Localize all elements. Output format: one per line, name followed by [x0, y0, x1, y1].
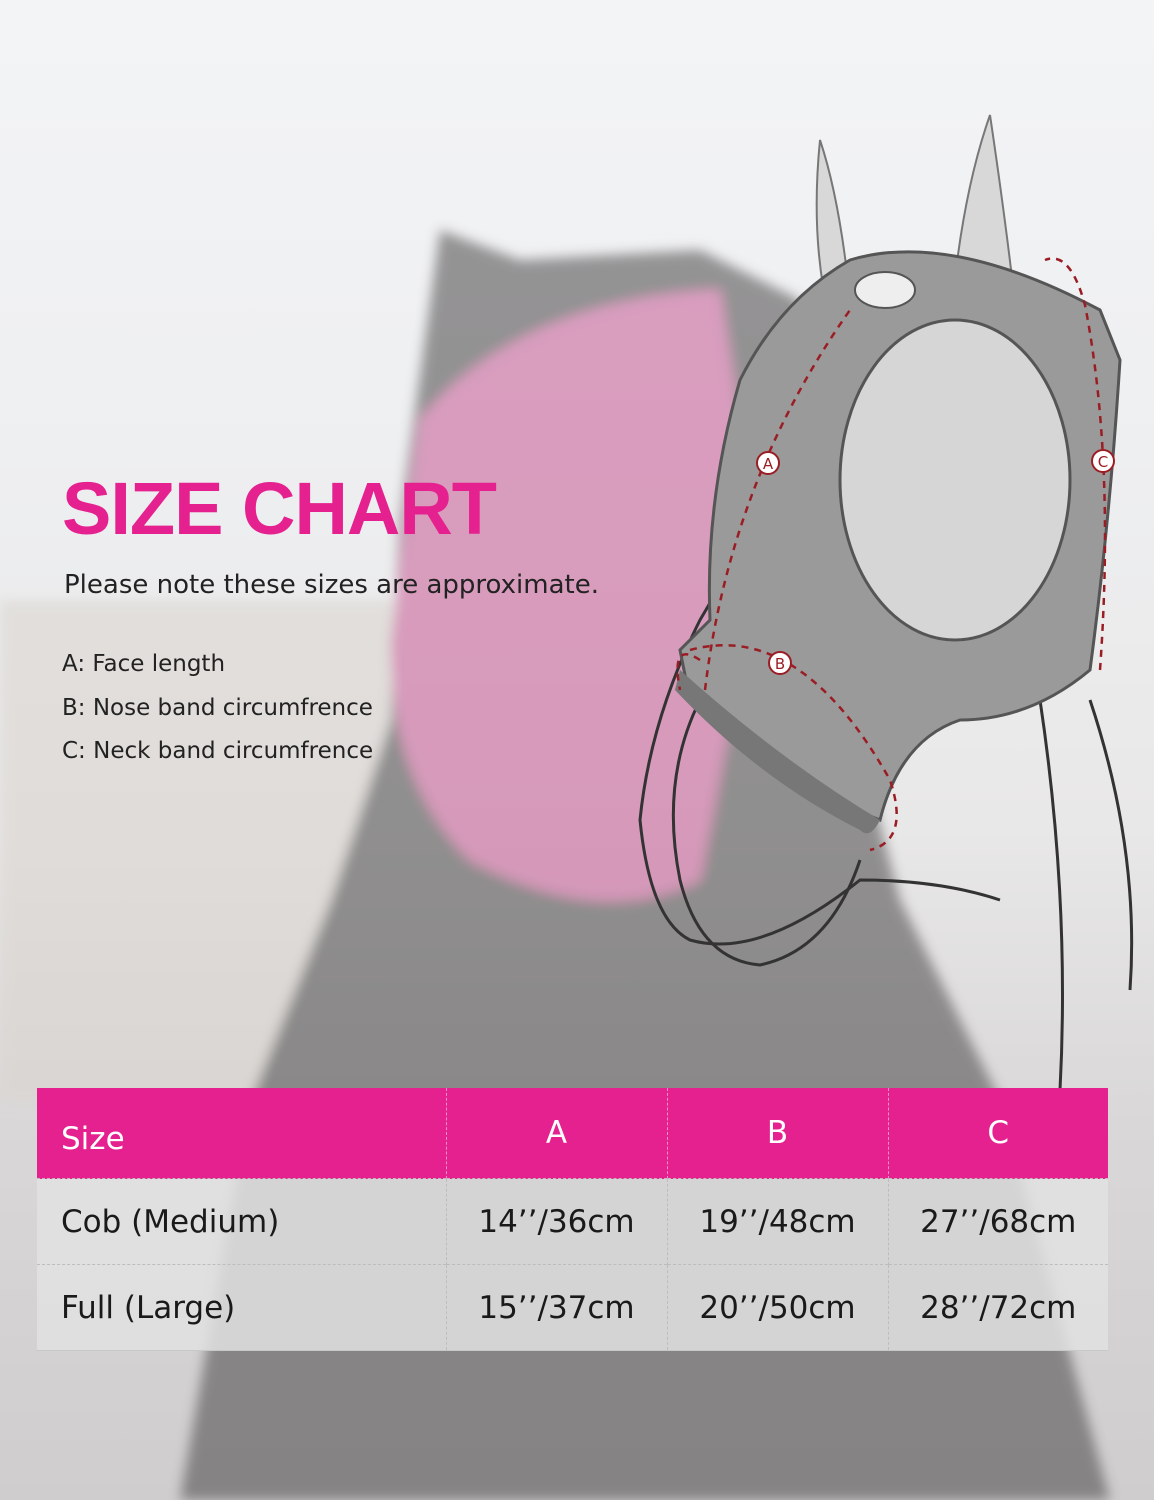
- page-title: SIZE CHART: [62, 467, 497, 550]
- cell-a: 14’’/36cm: [445, 1178, 667, 1265]
- marker-b: B: [768, 651, 792, 675]
- cell-a: 15’’/37cm: [445, 1264, 667, 1351]
- cell-size: Full (Large): [37, 1264, 446, 1351]
- cell-c: 28’’/72cm: [887, 1264, 1108, 1351]
- svg-text:A: A: [763, 455, 774, 473]
- approximate-note: Please note these sizes are approximate.: [64, 570, 599, 600]
- cell-c: 27’’/68cm: [887, 1178, 1108, 1265]
- svg-text:B: B: [775, 655, 785, 673]
- header-b: B: [666, 1088, 888, 1179]
- svg-text:C: C: [1098, 453, 1108, 471]
- cell-b: 19’’/48cm: [666, 1178, 888, 1265]
- measurement-legend: A: Face length B: Nose band circumfrence…: [62, 643, 373, 774]
- legend-item-c: C: Neck band circumfrence: [62, 738, 374, 764]
- table-row: Full (Large) 15’’/37cm 20’’/50cm 28’’/72…: [37, 1264, 1108, 1351]
- cell-b: 20’’/50cm: [666, 1264, 888, 1351]
- marker-c: C: [1091, 449, 1115, 473]
- header-a: A: [445, 1088, 667, 1179]
- legend-item-b: B: Nose band circumfrence: [62, 694, 373, 721]
- table-row: Cob (Medium) 14’’/36cm 19’’/48cm 27’’/68…: [37, 1178, 1108, 1265]
- table-header-row: Size A B C: [37, 1088, 1108, 1179]
- size-table: Size A B C Cob (Medium) 14’’/36cm 19’’/4…: [37, 1088, 1108, 1351]
- marker-a: A: [756, 451, 780, 475]
- cell-size: Cob (Medium): [37, 1178, 446, 1265]
- eye-hole: [838, 318, 1072, 642]
- legend-item-a: A: Face length: [62, 651, 226, 677]
- header-c: C: [887, 1088, 1108, 1179]
- header-size: Size: [61, 1120, 125, 1157]
- horse-mask-illustration: A B C: [638, 114, 1134, 1091]
